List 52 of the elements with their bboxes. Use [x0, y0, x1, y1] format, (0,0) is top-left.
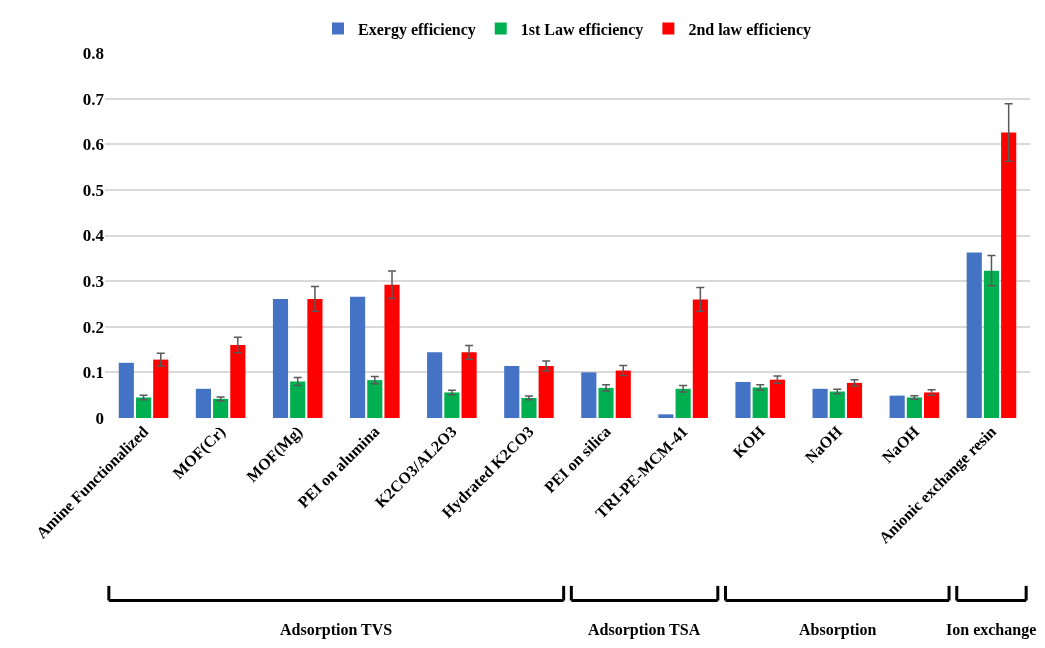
bar — [153, 359, 169, 418]
bar — [1001, 132, 1017, 418]
y-tick-label: 0.5 — [82, 180, 104, 200]
bar — [521, 397, 537, 418]
bar — [812, 388, 828, 418]
text: Adsorption TVS — [280, 621, 393, 639]
y-tick-label: 0.3 — [82, 272, 104, 292]
bar — [906, 397, 922, 418]
bar — [924, 392, 940, 418]
bar — [615, 370, 631, 418]
y-tick-label: 0.7 — [82, 89, 105, 109]
legend-label: Exergy efficiency — [358, 20, 476, 39]
bar — [230, 345, 246, 418]
bar — [272, 298, 289, 418]
bar — [598, 387, 614, 418]
bar — [504, 365, 520, 418]
text: Absorption — [799, 621, 877, 639]
legend-label: 1st Law efficiency — [520, 20, 644, 39]
bar — [384, 284, 400, 418]
bar — [461, 352, 477, 418]
bar — [846, 382, 863, 418]
bar — [769, 379, 785, 418]
bar — [367, 380, 383, 418]
bar — [444, 392, 460, 418]
bar — [290, 381, 306, 418]
bar — [983, 270, 1000, 418]
bar — [135, 397, 152, 418]
legend-label: 2nd law efficiency — [688, 20, 812, 39]
bar — [752, 387, 768, 418]
y-tick-label: 0.8 — [82, 43, 104, 63]
text: Adsorption TSA — [588, 621, 701, 639]
bar — [427, 352, 443, 418]
bar — [692, 299, 708, 418]
bar — [675, 388, 691, 418]
bar — [350, 296, 366, 418]
bar — [581, 372, 597, 418]
bar — [966, 252, 982, 418]
text: Ion exchange — [946, 621, 1037, 639]
bar — [658, 414, 674, 418]
bar — [889, 395, 905, 418]
y-tick-label: 0.1 — [82, 363, 104, 383]
y-tick-label: 0 — [95, 408, 104, 428]
bar — [118, 362, 134, 418]
bar — [307, 298, 323, 418]
y-tick-label: 0.6 — [82, 135, 104, 155]
bar — [213, 398, 229, 418]
bar — [538, 365, 554, 418]
y-tick-label: 0.2 — [82, 317, 104, 337]
bar — [735, 381, 751, 418]
bar — [195, 388, 211, 418]
y-tick-label: 0.4 — [82, 226, 105, 246]
bar — [829, 391, 845, 418]
